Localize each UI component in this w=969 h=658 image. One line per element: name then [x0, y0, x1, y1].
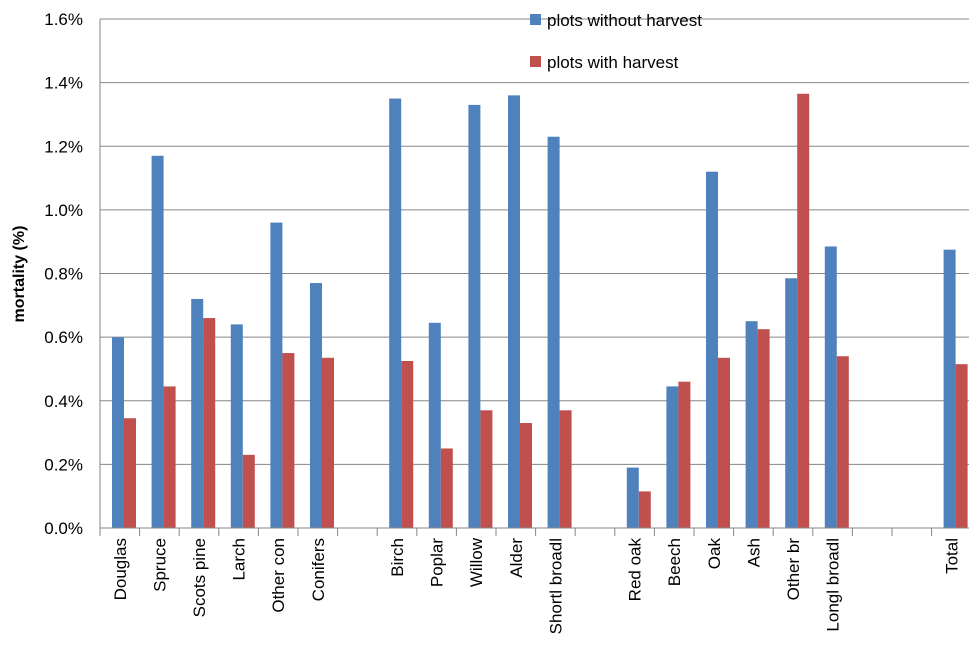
bar-with-harvest: [401, 360, 414, 528]
x-tick-label: Willow: [467, 537, 486, 587]
x-tick-label: Poplar: [428, 538, 447, 587]
bar-with-harvest: [282, 353, 295, 528]
x-tick-label: Other br: [784, 538, 803, 601]
legend: plots without harvest plots with harvest: [530, 11, 702, 72]
bar-with-harvest: [163, 386, 176, 528]
x-tick-label: Douglas: [111, 538, 130, 600]
bar-with-harvest: [678, 381, 691, 528]
bar-without-harvest: [547, 136, 560, 529]
bar-with-harvest: [955, 364, 968, 528]
bar-with-harvest: [322, 357, 334, 528]
x-tick-label: Oak: [705, 538, 724, 570]
x-tick-label: Spruce: [150, 538, 169, 592]
bar-without-harvest: [943, 249, 956, 528]
x-tick-label: Shortl broadl: [546, 538, 565, 634]
bar-with-harvest: [480, 410, 493, 528]
y-tick-label: 0.0%: [44, 519, 83, 538]
y-tick-label: 1.2%: [44, 137, 83, 156]
x-tick-label: Scots pine: [190, 538, 209, 617]
y-axis-ticks: 0.0% 0.2% 0.4% 0.6% 0.8% 1.0% 1.2% 1.4% 1.6%: [44, 10, 83, 538]
bar-without-harvest: [626, 467, 639, 528]
bar-without-harvest: [112, 337, 124, 528]
axes: [99, 19, 969, 536]
bar-with-harvest: [836, 356, 849, 528]
y-tick-label: 1.6%: [44, 10, 83, 29]
bar-with-harvest: [242, 454, 255, 528]
bar-with-harvest: [203, 318, 216, 528]
bar-without-harvest: [508, 95, 520, 528]
legend-label-without-harvest: plots without harvest: [547, 11, 702, 30]
x-tick-label: Birch: [388, 538, 407, 577]
y-tick-label: 0.8%: [44, 265, 83, 284]
x-tick-label: Red oak: [626, 538, 645, 602]
bar-with-harvest: [638, 491, 651, 528]
bar-with-harvest: [718, 357, 730, 528]
bar-without-harvest: [428, 322, 441, 528]
legend-label-with-harvest: plots with harvest: [547, 53, 679, 72]
x-tick-label: Larch: [230, 538, 249, 581]
bar-without-harvest: [745, 321, 758, 528]
x-tick-label: Total: [942, 538, 961, 574]
bar-without-harvest: [706, 171, 718, 528]
bar-without-harvest: [468, 104, 481, 529]
bar-without-harvest: [785, 278, 798, 528]
x-tick-label: Other con: [269, 538, 288, 613]
bar-without-harvest: [191, 298, 204, 528]
bar-with-harvest: [757, 329, 770, 528]
y-axis-label: mortality (%): [11, 226, 28, 323]
bar-without-harvest: [666, 386, 679, 528]
bar-without-harvest: [824, 246, 837, 528]
bar-with-harvest: [559, 410, 572, 528]
x-tick-label: Beech: [665, 538, 684, 586]
x-axis-tick-labels: Douglas Spruce Scots pine Larch Other con Con…: [111, 537, 962, 634]
bars: [112, 93, 968, 529]
y-tick-label: 0.6%: [44, 328, 83, 347]
y-tick-label: 0.4%: [44, 392, 83, 411]
bar-with-harvest: [520, 423, 532, 528]
bar-without-harvest: [230, 324, 243, 528]
legend-swatch-with-harvest: [530, 56, 541, 67]
x-tick-label: Alder: [507, 538, 526, 578]
bar-without-harvest: [151, 155, 164, 528]
x-tick-label: Conifers: [309, 538, 328, 601]
y-tick-label: 1.0%: [44, 201, 83, 220]
x-tick-label: Longl broadl: [824, 538, 843, 632]
x-tick-label: Ash: [744, 538, 763, 567]
y-tick-label: 1.4%: [44, 74, 83, 93]
bar-without-harvest: [310, 283, 322, 528]
bar-with-harvest: [797, 93, 810, 529]
y-tick-label: 0.2%: [44, 455, 83, 474]
bar-with-harvest: [124, 418, 136, 528]
legend-swatch-without-harvest: [530, 14, 541, 25]
bar-without-harvest: [270, 222, 283, 528]
bar-with-harvest: [440, 448, 453, 528]
bar-without-harvest: [389, 98, 402, 528]
